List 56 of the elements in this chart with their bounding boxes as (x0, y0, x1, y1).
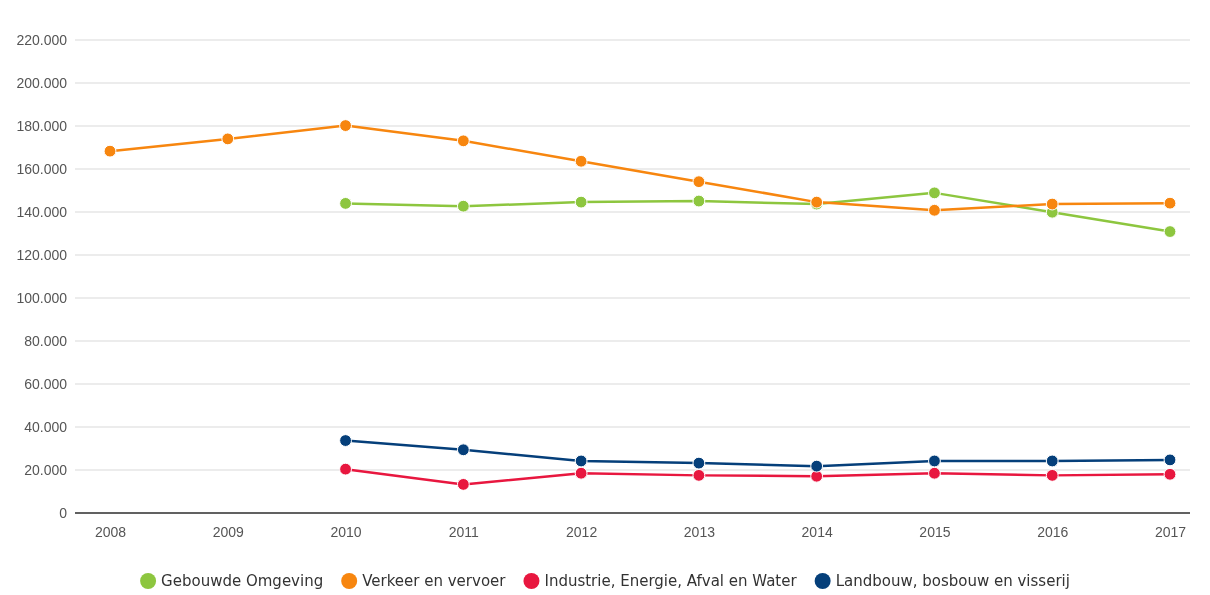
point (574, 154, 588, 168)
y-tick-label: 120.000 (16, 246, 68, 263)
point (456, 478, 470, 491)
point (1163, 467, 1177, 481)
x-tick-label: 2012 (566, 523, 598, 540)
point (456, 134, 470, 148)
point (928, 454, 941, 468)
y-tick-label: 160.000 (16, 160, 68, 177)
point (692, 194, 706, 208)
point (1045, 454, 1059, 468)
point (103, 144, 117, 158)
x-tick-label: 2009 (212, 523, 245, 540)
point (692, 468, 706, 482)
y-tick-label: 60.000 (24, 375, 68, 392)
x-tick-label: 2010 (330, 523, 362, 540)
point (692, 175, 706, 189)
y-tick-label: 200.000 (16, 74, 68, 91)
point (1045, 468, 1059, 482)
x-tick-label: 2011 (448, 523, 480, 540)
point (456, 443, 470, 457)
point (1163, 453, 1177, 467)
x-tick-label: 2016 (1037, 523, 1069, 540)
legend-label: Landbouw, bosbouw en visserij (835, 572, 1070, 590)
point (574, 466, 588, 480)
point (928, 203, 941, 217)
x-tick-label: 2015 (919, 523, 951, 540)
y-tick-label: 0 (59, 504, 68, 521)
y-tick-label: 140.000 (16, 203, 68, 220)
point (1163, 196, 1177, 210)
point (574, 454, 588, 468)
y-tick-label: 100.000 (16, 289, 68, 306)
point (928, 186, 941, 200)
point (339, 196, 352, 210)
point (339, 434, 352, 447)
point (692, 456, 706, 470)
y-tick-label: 180.000 (16, 117, 68, 134)
x-tick-label: 2013 (683, 523, 716, 540)
y-tick-label: 80.000 (24, 332, 68, 349)
legend-label: Gebouwde Omgeving (161, 572, 324, 590)
legend-label: Verkeer en vervoer (362, 572, 507, 590)
point (339, 462, 352, 476)
point (339, 119, 352, 132)
point (1163, 225, 1177, 238)
legend-label: Industrie, Energie, Afval en Water (544, 572, 798, 590)
point (1045, 197, 1059, 211)
y-tick-label: 20.000 (24, 461, 68, 478)
x-tick-label: 2017 (1154, 523, 1187, 540)
point (574, 195, 588, 209)
y-tick-label: 220.000 (16, 31, 68, 48)
y-tick-label: 40.000 (24, 418, 68, 435)
point (221, 132, 235, 146)
point (456, 199, 470, 213)
point (810, 459, 824, 473)
x-tick-label: 2014 (801, 523, 833, 540)
point (928, 466, 941, 480)
x-tick-label: 2008 (94, 523, 127, 540)
